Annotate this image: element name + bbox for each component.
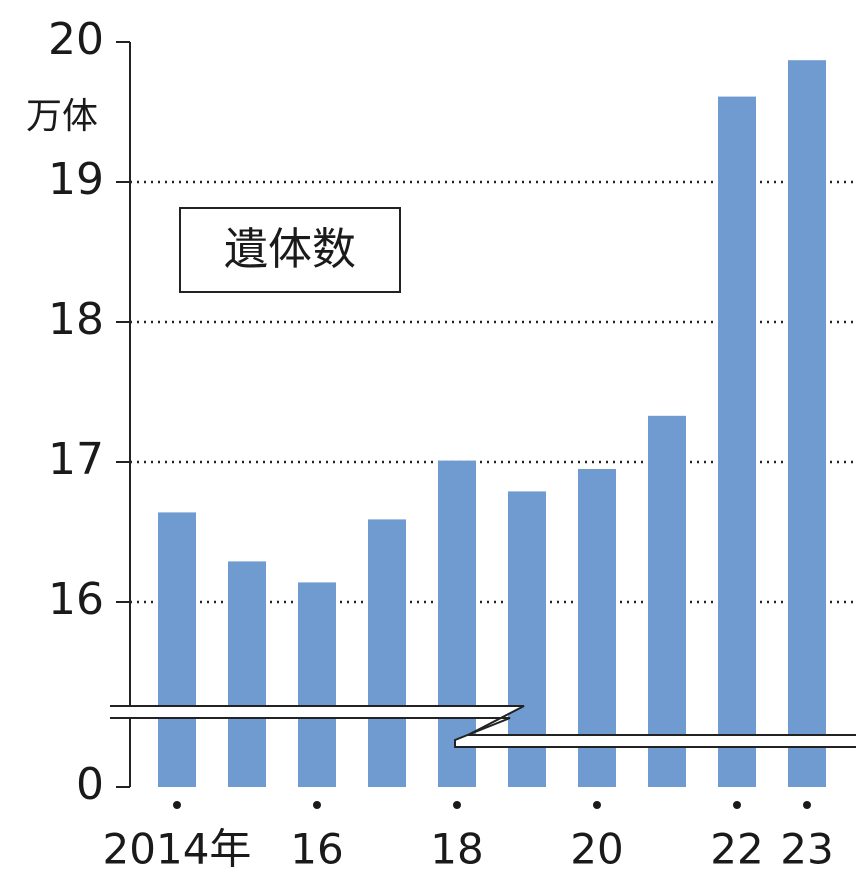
bar: [718, 96, 756, 788]
x-tick-label: 16: [290, 825, 343, 874]
x-tick-label: 23: [780, 825, 833, 874]
x-tick-label: 22: [710, 825, 763, 874]
bar: [298, 582, 336, 787]
x-tick-label: 20: [570, 825, 623, 874]
axis-break-edge: [110, 705, 856, 736]
bar: [228, 561, 266, 787]
x-tick-dot: [313, 801, 321, 809]
axis-break-edge: [110, 717, 856, 748]
annotation-box: [179, 207, 401, 293]
bar: [158, 512, 196, 787]
bar: [438, 460, 476, 787]
y-tick-label: 18: [48, 294, 104, 345]
x-tick-dot: [593, 801, 601, 809]
bar: [648, 415, 686, 787]
y-tick-label: 19: [48, 154, 104, 205]
x-tick-dot: [733, 801, 741, 809]
bar: [368, 519, 406, 787]
bar: [788, 60, 826, 787]
x-tick-label: 18: [430, 825, 483, 874]
x-tick-label: 2014年: [103, 825, 252, 874]
y-tick-label: 16: [48, 574, 104, 625]
x-tick-dot: [803, 801, 811, 809]
annotation: 遺体数: [224, 224, 356, 275]
y-tick-label: 20: [48, 14, 104, 65]
x-tick-dot: [173, 801, 181, 809]
y-tick-label: 0: [76, 759, 104, 810]
y-unit: 万体: [26, 96, 98, 137]
y-tick-label: 17: [48, 434, 104, 485]
axis-break: [110, 706, 856, 747]
x-tick-dot: [453, 801, 461, 809]
